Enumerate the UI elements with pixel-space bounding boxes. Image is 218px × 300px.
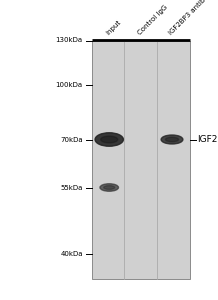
Text: Control IgG: Control IgG	[136, 4, 168, 36]
Ellipse shape	[161, 135, 183, 144]
Text: IGF2BP3: IGF2BP3	[197, 135, 218, 144]
Ellipse shape	[104, 186, 115, 189]
Text: 40kDa: 40kDa	[60, 250, 83, 256]
Text: 55kDa: 55kDa	[60, 184, 83, 190]
Text: Input: Input	[105, 19, 122, 36]
Text: IGF2BP3 antibody: IGF2BP3 antibody	[168, 0, 216, 36]
Ellipse shape	[165, 137, 179, 142]
FancyBboxPatch shape	[92, 40, 190, 279]
Text: 100kDa: 100kDa	[56, 82, 83, 88]
Text: 130kDa: 130kDa	[56, 38, 83, 44]
Ellipse shape	[100, 184, 119, 191]
Ellipse shape	[101, 136, 118, 143]
Ellipse shape	[95, 133, 123, 146]
Text: 70kDa: 70kDa	[60, 136, 83, 142]
